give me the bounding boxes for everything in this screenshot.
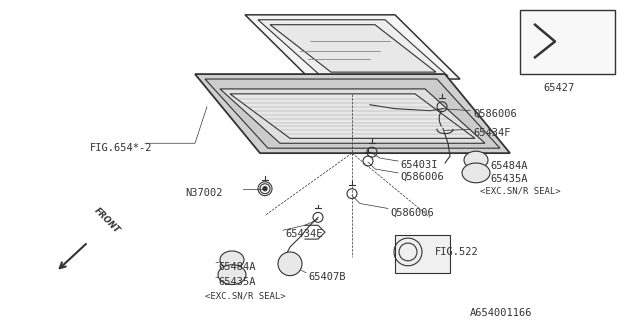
Text: Q586006: Q586006 bbox=[400, 172, 444, 182]
Ellipse shape bbox=[220, 251, 244, 269]
Text: 65435A: 65435A bbox=[490, 174, 527, 184]
Polygon shape bbox=[220, 89, 485, 143]
Ellipse shape bbox=[462, 163, 490, 183]
Text: 65434F: 65434F bbox=[473, 128, 511, 139]
Text: 65484A: 65484A bbox=[218, 262, 255, 272]
Polygon shape bbox=[230, 94, 475, 138]
Polygon shape bbox=[205, 79, 500, 148]
Text: N37002: N37002 bbox=[185, 188, 223, 198]
Bar bbox=[395, 235, 450, 273]
Ellipse shape bbox=[464, 151, 488, 169]
Text: 65484A: 65484A bbox=[490, 161, 527, 171]
Text: 65407B: 65407B bbox=[308, 272, 346, 282]
Text: FRONT: FRONT bbox=[92, 206, 121, 235]
Text: Q586006: Q586006 bbox=[473, 109, 516, 119]
Text: FIG.654*-2: FIG.654*-2 bbox=[90, 143, 152, 153]
Text: A654001166: A654001166 bbox=[470, 308, 532, 318]
Polygon shape bbox=[270, 25, 436, 72]
Bar bbox=[520, 10, 615, 74]
Text: <EXC.SN/R SEAL>: <EXC.SN/R SEAL> bbox=[480, 187, 561, 196]
Ellipse shape bbox=[218, 265, 246, 284]
Polygon shape bbox=[195, 74, 510, 153]
Text: FIG.522: FIG.522 bbox=[435, 247, 479, 257]
Polygon shape bbox=[245, 15, 460, 79]
Text: 65403I: 65403I bbox=[400, 160, 438, 170]
Text: 65434E: 65434E bbox=[285, 229, 323, 239]
Polygon shape bbox=[258, 20, 448, 76]
Text: Q586006: Q586006 bbox=[390, 207, 434, 218]
Ellipse shape bbox=[278, 252, 302, 276]
Text: 65435A: 65435A bbox=[218, 276, 255, 287]
Circle shape bbox=[263, 187, 267, 191]
Text: <EXC.SN/R SEAL>: <EXC.SN/R SEAL> bbox=[205, 292, 285, 300]
Text: 65427: 65427 bbox=[543, 83, 574, 93]
